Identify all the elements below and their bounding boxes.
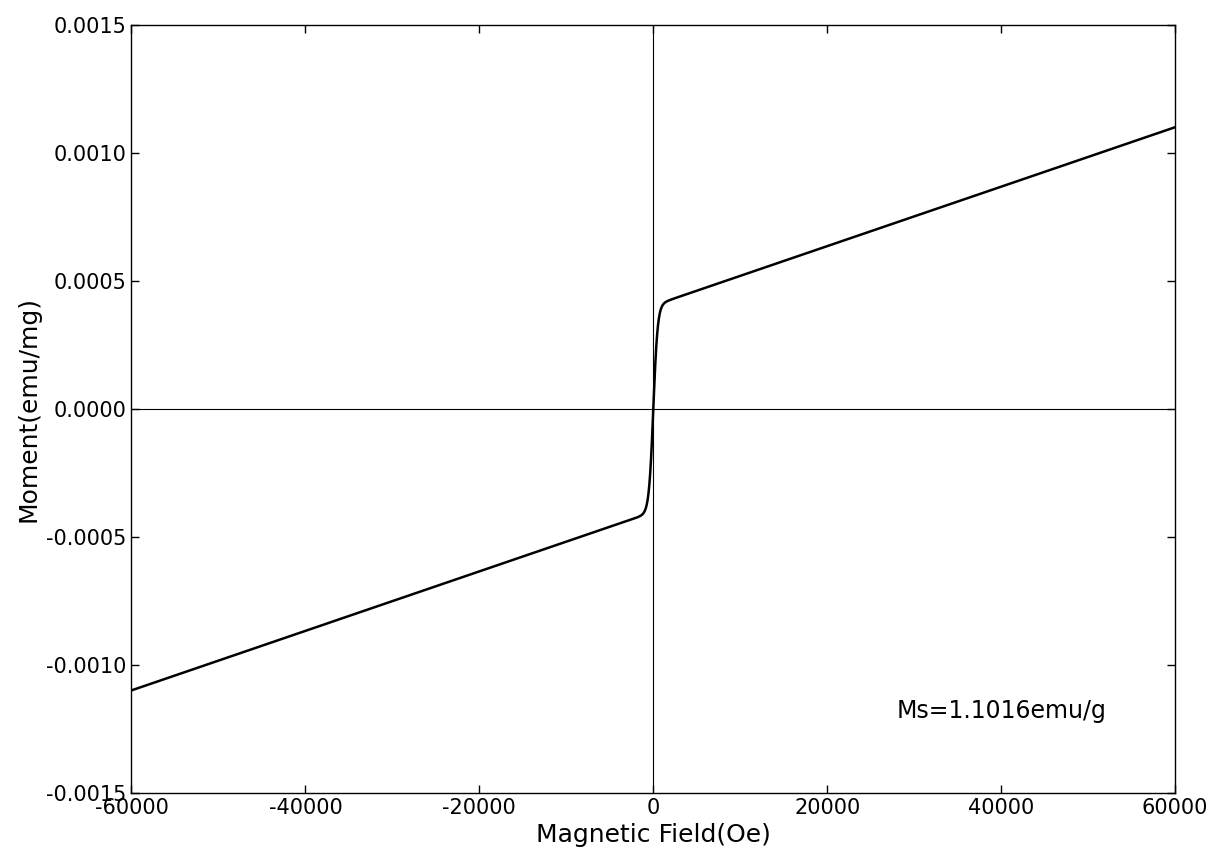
Y-axis label: Moment(emu/mg): Moment(emu/mg) [17,295,40,522]
Text: Ms=1.1016emu/g: Ms=1.1016emu/g [897,699,1106,723]
X-axis label: Magnetic Field(Oe): Magnetic Field(Oe) [535,823,771,848]
